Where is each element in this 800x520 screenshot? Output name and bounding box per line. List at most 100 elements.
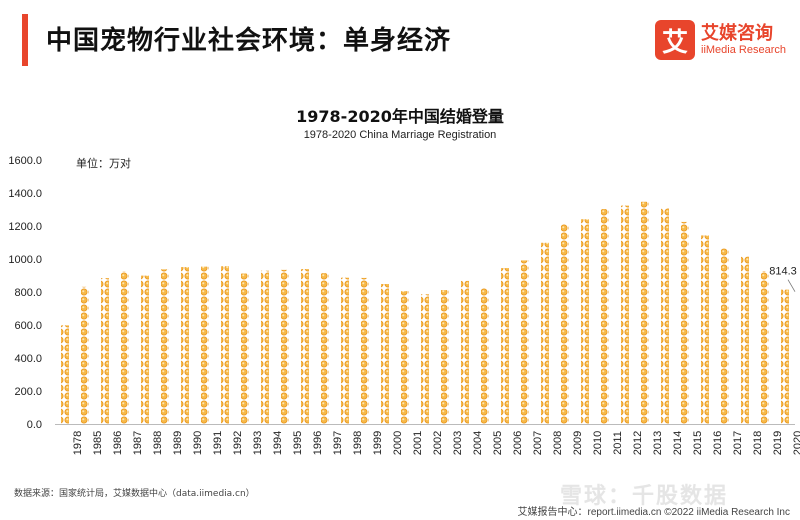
x-tick-label: 2009 [572,431,584,455]
x-tick-label: 2012 [632,431,644,455]
bar-2006 [501,268,509,424]
bar-2001 [401,291,409,424]
bar-2015 [681,221,689,424]
bar-1995 [281,269,289,424]
x-tick-label: 1991 [212,431,224,455]
x-tick-label: 1998 [352,431,364,455]
x-tick-label: 2007 [532,431,544,455]
bar-1999 [361,277,369,424]
data-source: 数据来源：国家统计局，艾媒数据中心（data.iimedia.cn） [14,489,255,499]
x-tick-label: 2017 [732,431,744,455]
x-tick-label: 2010 [592,431,604,455]
header-accent-bar [22,14,28,66]
unit-label: 单位：万对 [76,157,131,170]
y-tick-label: 1400.0 [8,188,42,200]
bar-1998 [341,277,349,424]
bar-2010 [581,219,589,424]
x-tick-label: 1987 [132,431,144,455]
x-tick-label: 2013 [652,431,664,455]
bar-2002 [421,294,429,424]
x-tick-label: 2018 [752,431,764,455]
bar-1989 [161,269,169,424]
y-tick-label: 200.0 [14,386,42,398]
bar-1985 [81,286,89,424]
bar-2013 [641,201,649,424]
y-tick-label: 1200.0 [8,221,42,233]
bar-2012 [621,205,629,424]
bar-series [61,201,789,424]
bar-2009 [561,223,569,424]
bar-2008 [541,242,549,424]
x-tick-label: 2019 [772,431,784,455]
x-tick-label: 1996 [312,431,324,455]
x-tick-label: 1978 [72,431,84,455]
x-axis: 1978 1985 1986 1987 1988 1989 1990 1991 1992 1993… [55,424,800,455]
x-tick-label: 2016 [712,431,724,455]
bar-2014 [661,208,669,424]
x-tick-label: 1993 [252,431,264,455]
x-tick-label: 2000 [392,431,404,455]
x-tick-label: 1990 [192,431,204,455]
bar-1991 [201,266,209,424]
bar-1990 [181,267,189,424]
bar-1988 [141,275,149,424]
watermark: 雪球：千股数据 [560,484,729,509]
x-tick-label: 2002 [432,431,444,455]
bar-1992 [221,266,229,424]
bar-2005 [481,288,489,424]
bar-1994 [261,270,269,424]
page-title: 中国宠物行业社会环境：单身经济 [46,26,452,56]
bar-1996 [301,269,309,424]
x-tick-label: 2001 [412,431,424,455]
bar-2003 [441,290,449,424]
x-tick-label: 2008 [552,431,564,455]
bar-2007 [521,260,529,424]
x-tick-label: 1985 [92,431,104,455]
x-tick-label: 1994 [272,431,284,455]
x-tick-label: 1988 [152,431,164,455]
x-tick-label: 1986 [112,431,124,455]
brand-name-cn: 艾媒咨询 [701,22,773,44]
bar-2018 [741,256,749,424]
x-tick-label: 1995 [292,431,304,455]
y-tick-label: 1000.0 [8,254,42,266]
bar-1978 [61,325,69,424]
y-tick-label: 1600.0 [8,155,42,167]
x-tick-label: 2004 [472,431,484,455]
bar-2004 [461,280,469,424]
x-tick-label: 2011 [612,431,624,455]
x-tick-label: 1989 [172,431,184,455]
x-tick-label: 2006 [512,431,524,455]
bar-1997 [321,273,329,424]
brand-logo-text: 艾媒咨询 iiMedia Research [701,22,786,57]
bar-2016 [701,235,709,424]
y-tick-label: 800.0 [14,287,42,299]
brand-name-en: iiMedia Research [701,43,786,56]
x-tick-label: 1997 [332,431,344,455]
x-tick-label: 2020 [792,431,800,455]
bar-1987 [121,271,129,424]
y-tick-label: 0.0 [27,419,42,431]
bar-1993 [241,273,249,424]
bar-2020 [781,289,789,424]
brand-logo: 艾 艾媒咨询 iiMedia Research [655,20,786,60]
bar-2000 [381,283,389,424]
x-tick-label: 2003 [452,431,464,455]
x-tick-label: 1999 [372,431,384,455]
bar-2011 [601,209,609,424]
y-tick-label: 600.0 [14,320,42,332]
brand-logo-icon: 艾 [655,20,695,60]
y-axis: 1600.0 1400.0 1200.0 1000.0 800.0 600.0 400.0 2… [8,155,42,431]
chart-title: 1978-2020年中国结婚登量 [296,107,504,126]
last-value-leader-line [787,279,796,292]
chart-subtitle: 1978-2020 China Marriage Registration [303,129,497,141]
bar-2017 [721,248,729,424]
copyright-footer: 艾媒报告中心：report.iimedia.cn ©2022 iiMedia R… [517,507,790,518]
annotations: 814.3 [769,266,797,292]
x-tick-label: 2015 [692,431,704,455]
x-tick-label: 1992 [232,431,244,455]
y-tick-label: 400.0 [14,353,42,365]
bar-2019 [761,270,769,424]
last-value-label: 814.3 [769,266,797,278]
